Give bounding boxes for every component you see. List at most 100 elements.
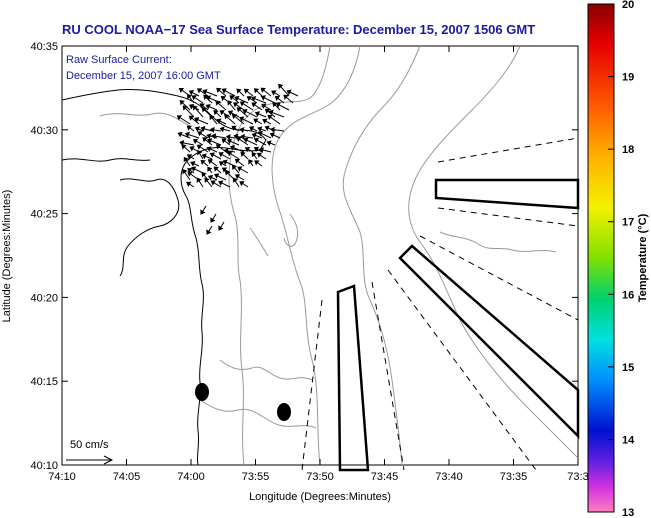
- current-vector: [227, 100, 236, 111]
- current-vector: [192, 138, 204, 146]
- current-vector: [179, 139, 195, 146]
- current-vector: [218, 161, 227, 167]
- current-vector: [266, 140, 276, 147]
- current-vector: [254, 111, 267, 118]
- colorbar-tick-label: 15: [622, 362, 634, 374]
- current-vector: [197, 149, 204, 160]
- current-vector: [191, 95, 204, 104]
- current-vector: [207, 138, 222, 146]
- current-vector: [253, 118, 263, 125]
- current-vector: [186, 125, 195, 132]
- current-vector: [240, 133, 254, 140]
- current-vector: [219, 126, 231, 133]
- current-vector: [219, 110, 231, 118]
- current-vector: [209, 126, 222, 133]
- current-vector: [191, 166, 204, 174]
- contour-line: [249, 213, 299, 257]
- current-vector: [218, 221, 225, 231]
- current-vector: [272, 101, 281, 111]
- x-tick-label: 73:45: [371, 471, 399, 483]
- station-marker: [195, 383, 209, 401]
- current-vector: [234, 174, 245, 181]
- current-vector: [251, 102, 263, 111]
- current-vector: [221, 88, 236, 97]
- surface-current-vectors: [176, 83, 299, 235]
- beam-dashed-line: [387, 269, 537, 471]
- colorbar-ticks: 20 19 18 17 16 15 14 13: [608, 0, 635, 518]
- current-vector: [271, 90, 281, 97]
- current-vector: [187, 93, 195, 104]
- x-tick-label: 73:3: [567, 471, 588, 483]
- current-vector: [236, 136, 249, 146]
- current-vector: [183, 156, 191, 167]
- current-vector: [260, 87, 272, 97]
- current-vector: [239, 101, 254, 111]
- current-vector: [232, 177, 240, 188]
- current-vector: [182, 105, 195, 118]
- beam-outline: [398, 244, 580, 440]
- beam-dashed-line: [437, 207, 579, 227]
- current-vector: [200, 125, 213, 132]
- current-vector: [267, 114, 281, 125]
- current-vector: [274, 95, 285, 104]
- current-vector: [260, 95, 276, 104]
- radar-beams: [301, 137, 580, 472]
- current-vector: [196, 177, 204, 188]
- current-vector: [257, 130, 272, 139]
- beam-outline: [434, 178, 580, 210]
- current-vector: [254, 160, 263, 167]
- current-vector: [262, 118, 272, 125]
- current-vector: [190, 161, 200, 167]
- current-vector: [251, 132, 263, 139]
- x-tick-label: 73:40: [435, 471, 463, 483]
- current-vector: [197, 131, 209, 139]
- current-vector: [226, 138, 240, 146]
- current-vector: [218, 151, 231, 160]
- colorbar-tick-label: 19: [622, 72, 634, 84]
- current-vector: [234, 158, 245, 167]
- current-vector: [223, 147, 236, 154]
- y-tick-label: 40:10: [30, 460, 58, 472]
- contour-line: [99, 112, 191, 127]
- contour-line: [271, 45, 361, 466]
- contour-line: [439, 231, 557, 253]
- current-vector: [249, 126, 258, 132]
- y-tick-label: 40:25: [30, 209, 58, 221]
- current-vector: [206, 225, 213, 235]
- current-vector: [209, 114, 218, 125]
- current-vector: [253, 146, 263, 153]
- current-vector: [176, 115, 191, 125]
- y-tick-label: 40:15: [30, 376, 58, 388]
- y-tick-label: 40:30: [30, 125, 58, 137]
- current-vector: [207, 174, 218, 181]
- colorbar-tick-label: 14: [622, 434, 635, 446]
- current-vector: [196, 144, 209, 153]
- current-vector: [187, 168, 195, 174]
- current-vector: [253, 137, 267, 146]
- current-vector: [240, 151, 249, 160]
- current-vector: [211, 133, 227, 140]
- bathymetry-contours: [99, 45, 579, 466]
- current-vector: [231, 125, 240, 132]
- current-vector: [244, 146, 254, 153]
- current-vector: [210, 213, 217, 223]
- current-vector: [226, 151, 240, 160]
- current-vector: [216, 87, 227, 97]
- current-vector: [283, 94, 294, 104]
- beam-dashed-line: [437, 137, 579, 163]
- scale-arrow: [66, 455, 114, 465]
- current-vector: [186, 154, 195, 160]
- coastline-bay: [119, 178, 180, 277]
- x-tick-label: 73:50: [306, 471, 334, 483]
- current-vector: [215, 100, 227, 111]
- current-vector: [200, 159, 209, 167]
- current-vector: [201, 153, 213, 160]
- current-vector: [205, 103, 218, 111]
- y-axis-label: Latitude (Degrees:Minutes): [1, 190, 13, 323]
- current-vector: [253, 88, 263, 97]
- contour-line: [219, 359, 313, 381]
- current-vector: [229, 95, 240, 104]
- x-tick-label: 74:05: [113, 471, 141, 483]
- current-vector: [242, 108, 258, 118]
